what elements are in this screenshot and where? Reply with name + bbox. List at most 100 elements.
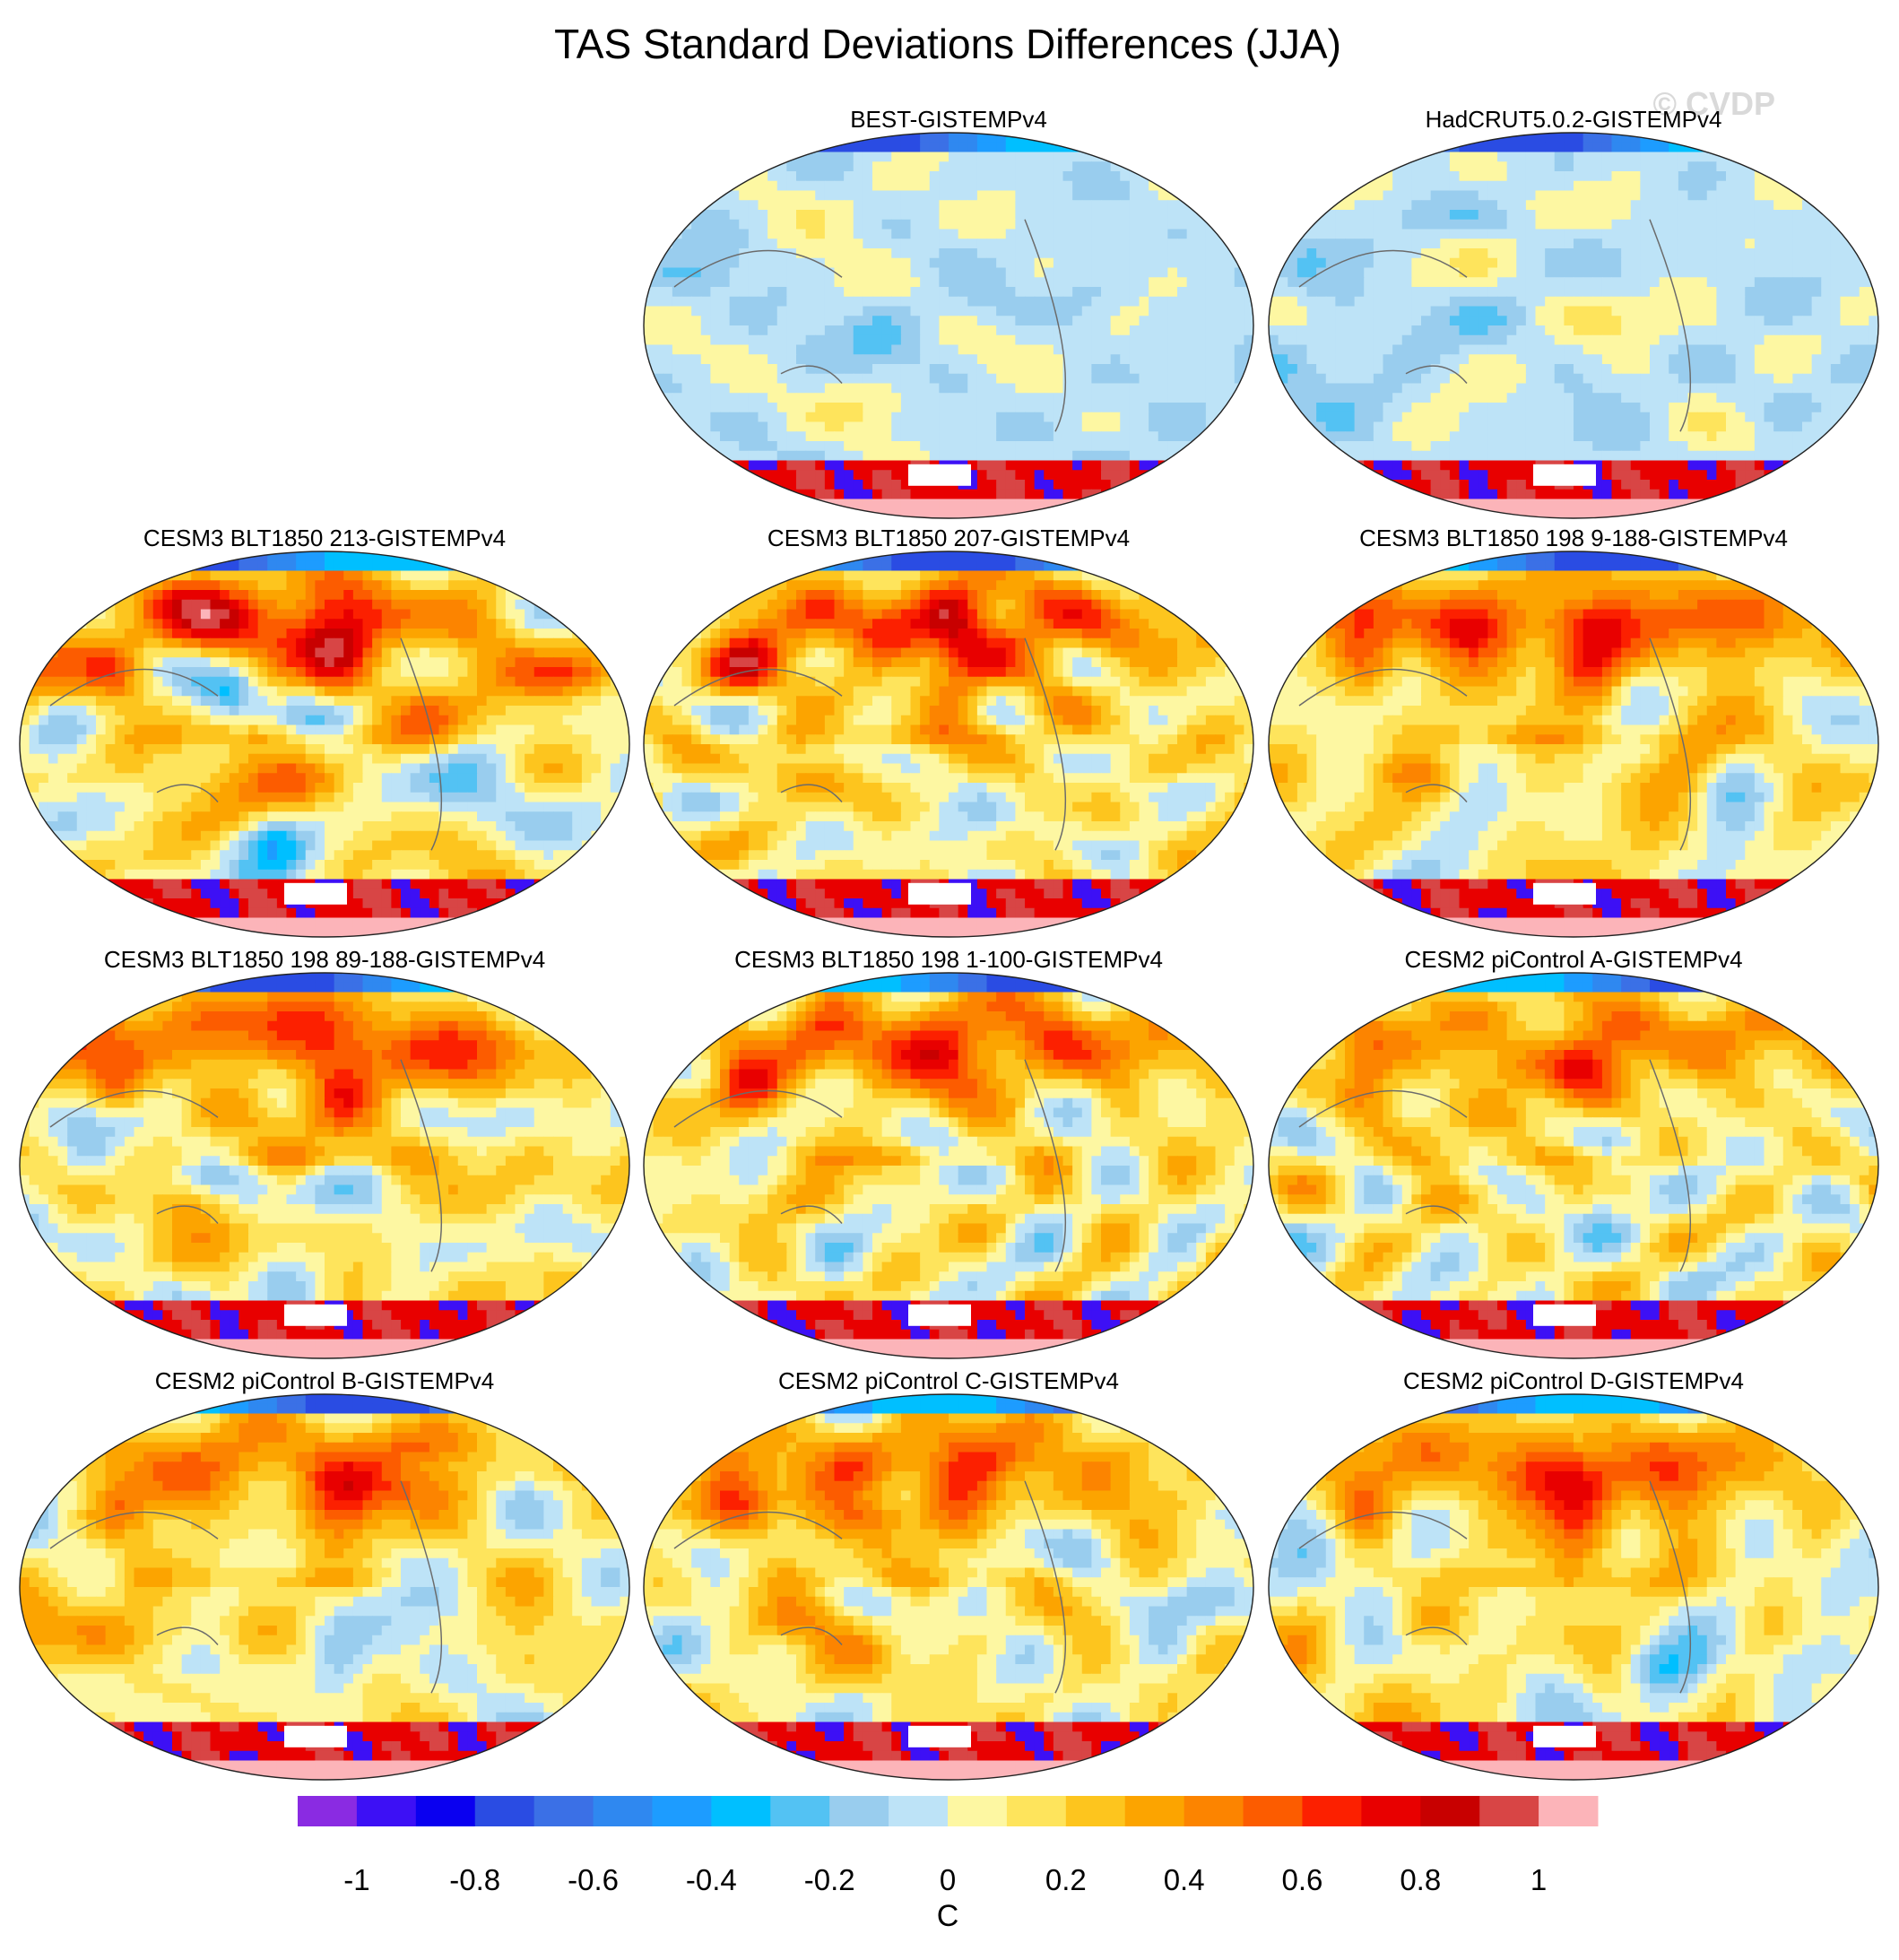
colorbar-swatch: [474, 1796, 535, 1826]
coastline: [673, 1480, 1067, 1694]
watermark: © CVDP: [1652, 85, 1775, 122]
coastline: [1298, 1480, 1692, 1694]
colorbar-swatch: [1006, 1796, 1067, 1826]
colorbar-swatch: [1420, 1796, 1480, 1826]
map-panels: BEST-GISTEMPv4 HadCRUT5.0.2-GISTEMPv4 CESM…: [19, 106, 1879, 1781]
colorbar-swatch: [1124, 1796, 1185, 1826]
map-outline: [1268, 972, 1879, 1359]
colorbar-swatch: [889, 1796, 949, 1826]
map-outline: [643, 972, 1254, 1359]
colorbar-tick-label: 0.6: [1282, 1863, 1323, 1896]
map-outline: [19, 972, 630, 1359]
missing-data-patch: [908, 1725, 971, 1748]
colorbar-swatch: [593, 1796, 653, 1826]
colorbar-tick-label: -0.4: [686, 1863, 737, 1896]
map-outline: [1268, 1393, 1879, 1781]
chart-title: TAS Standard Deviations Differences (JJA…: [554, 21, 1341, 67]
panel-title: CESM2 piControl D-GISTEMPv4: [1403, 1367, 1744, 1394]
panel-title: CESM3 BLT1850 207-GISTEMPv4: [767, 525, 1130, 551]
coastline: [673, 637, 1067, 851]
colorbar-tick-label: 1: [1530, 1863, 1547, 1896]
map-panel: CESM3 BLT1850 198 89-188-GISTEMPv4: [19, 946, 630, 1359]
colorbar-tick-label: 0.4: [1164, 1863, 1205, 1896]
coastline: [673, 219, 1067, 432]
map-panel: CESM2 piControl B-GISTEMPv4: [19, 1367, 630, 1781]
map-outline: [643, 551, 1254, 938]
colorbar-tick-label: 0.2: [1045, 1863, 1087, 1896]
colorbar-swatch: [298, 1796, 358, 1826]
colorbar-swatch: [1065, 1796, 1126, 1826]
panel-title: CESM2 piControl A-GISTEMPv4: [1404, 946, 1742, 973]
panel-title: CESM3 BLT1850 198 1-100-GISTEMPv4: [734, 946, 1163, 973]
colorbar: -1 -0.8 -0.6 -0.4 -0.2 0 0.2 0.4 0.6 0.8 1: [298, 1796, 1599, 1896]
colorbar-unit-label: C: [937, 1899, 959, 1933]
map-panel: CESM2 piControl D-GISTEMPv4: [1268, 1367, 1879, 1781]
colorbar-swatch: [356, 1796, 417, 1826]
colorbar-swatch: [1539, 1796, 1599, 1826]
colorbar-swatch: [533, 1796, 594, 1826]
colorbar-swatch: [1243, 1796, 1303, 1826]
map-panel: CESM3 BLT1850 198 1-100-GISTEMPv4: [643, 946, 1254, 1359]
missing-data-patch: [908, 464, 971, 486]
map-field: [20, 1394, 629, 1780]
colorbar-swatch: [948, 1796, 1008, 1826]
panel-title: CESM3 BLT1850 213-GISTEMPv4: [143, 525, 506, 551]
map-outline: [643, 132, 1254, 519]
map-field: [644, 1394, 1253, 1780]
colorbar-swatch: [652, 1796, 712, 1826]
map-outline: [643, 1393, 1254, 1781]
colorbar-swatch: [1361, 1796, 1421, 1826]
panel-title: CESM2 piControl C-GISTEMPv4: [778, 1367, 1119, 1394]
map-field: [1269, 1394, 1878, 1780]
missing-data-patch: [1533, 464, 1596, 486]
panel-title: CESM3 BLT1850 198 89-188-GISTEMPv4: [104, 946, 545, 973]
missing-data-patch: [284, 882, 347, 905]
missing-data-patch: [1533, 1304, 1596, 1326]
panel-title: CESM2 piControl B-GISTEMPv4: [155, 1367, 495, 1394]
map-panel: HadCRUT5.0.2-GISTEMPv4: [1268, 106, 1879, 519]
panel-title: BEST-GISTEMPv4: [850, 106, 1047, 133]
panel-title: CESM3 BLT1850 198 9-188-GISTEMPv4: [1359, 525, 1788, 551]
coastline: [1298, 637, 1692, 851]
map-field: [644, 133, 1253, 518]
map-panel: CESM3 BLT1850 198 9-188-GISTEMPv4: [1268, 525, 1879, 938]
colorbar-swatch: [829, 1796, 889, 1826]
coastline: [49, 637, 443, 851]
colorbar-tick-label: 0: [940, 1863, 956, 1896]
panel-title: HadCRUT5.0.2-GISTEMPv4: [1426, 106, 1722, 133]
colorbar-swatch: [1479, 1796, 1539, 1826]
colorbar-tick-label: 0.8: [1400, 1863, 1441, 1896]
map-outline: [19, 1393, 630, 1781]
map-panel: CESM3 BLT1850 207-GISTEMPv4: [643, 525, 1254, 938]
coastline: [1298, 219, 1692, 432]
missing-data-patch: [284, 1725, 347, 1748]
colorbar-tick-label: -0.2: [804, 1863, 855, 1896]
coastline: [49, 1480, 443, 1694]
map-panel: CESM2 piControl C-GISTEMPv4: [643, 1367, 1254, 1781]
colorbar-swatch: [1184, 1796, 1244, 1826]
missing-data-patch: [1533, 1725, 1596, 1748]
map-panel: CESM2 piControl A-GISTEMPv4: [1268, 946, 1879, 1359]
map-field: [644, 973, 1253, 1358]
colorbar-swatch: [770, 1796, 830, 1826]
colorbar-swatch: [415, 1796, 476, 1826]
colorbar-tick-label: -0.6: [568, 1863, 619, 1896]
colorbar-swatch: [1302, 1796, 1362, 1826]
map-outline: [19, 551, 630, 938]
map-outline: [1268, 132, 1879, 519]
missing-data-patch: [908, 882, 971, 905]
map-panel: CESM3 BLT1850 213-GISTEMPv4: [19, 525, 630, 938]
missing-data-patch: [1533, 882, 1596, 905]
map-field: [20, 973, 629, 1358]
map-panel: BEST-GISTEMPv4: [643, 106, 1254, 519]
colorbar-tick-label: -1: [343, 1863, 369, 1896]
map-field: [644, 551, 1253, 937]
map-outline: [1268, 551, 1879, 938]
colorbar-swatch: [711, 1796, 771, 1826]
colorbar-tick-label: -0.8: [449, 1863, 500, 1896]
missing-data-patch: [908, 1304, 971, 1326]
coastline: [1298, 1059, 1692, 1272]
map-field: [1269, 973, 1878, 1358]
coastline: [49, 1059, 443, 1272]
